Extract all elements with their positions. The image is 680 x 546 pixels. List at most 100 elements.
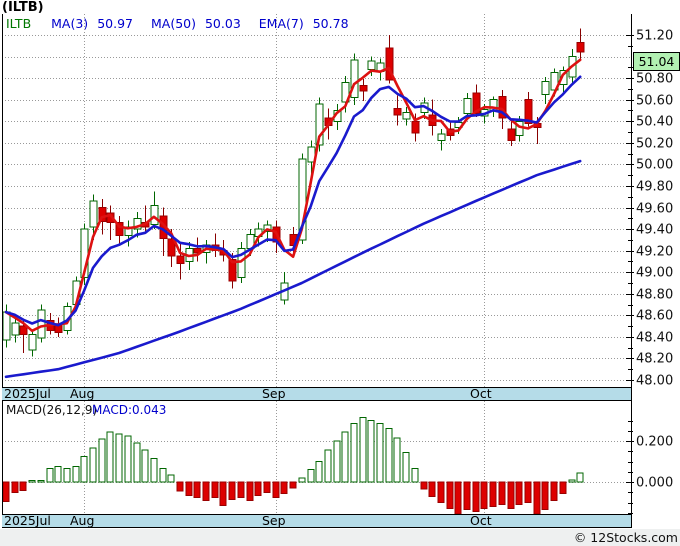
axis-tick-label: 49.00 [636,266,673,281]
macd-bar [254,481,262,496]
axis-tick-label: 50.00 [636,158,673,173]
candle [19,325,28,336]
macd-bar [124,435,132,483]
candle [315,103,324,146]
candle [11,322,20,336]
macd-bar [263,481,271,493]
macd-bar [393,437,401,483]
macd-bar [420,481,428,490]
macd-bar [211,481,219,498]
candle [385,47,394,81]
axis-tick-label: 49.60 [636,202,673,217]
candle [437,133,446,142]
macd-panel-month-axis: 2025Jul Aug Sep Oct [2,514,631,528]
macd-bar [367,420,375,483]
macd-bar [463,481,471,511]
candle [89,200,98,228]
macd-bar [472,481,480,513]
axis-tick-label: 49.40 [636,223,673,238]
macd-bar [237,481,245,498]
macd-bar [428,481,436,497]
candle [37,309,46,339]
macd-bar [559,481,567,494]
macd-bar [2,481,10,502]
macd-bar [376,423,384,483]
macd-bar [385,428,393,483]
macd-bar [159,468,167,483]
macd-bar [359,416,367,483]
macd-bar [533,481,541,515]
candle [167,238,176,257]
macd-bar [480,481,488,510]
macd-bar [115,433,123,483]
month-label: 2025Jul [4,386,51,401]
ma3-label: MA(3) [51,16,89,31]
candle [237,248,246,279]
macd-bar [176,481,184,492]
candle [176,255,185,264]
macd-bar [80,455,88,483]
month-label: Oct [470,386,492,401]
candle [559,70,568,86]
axis-tick-label: 48.20 [636,352,673,367]
macd-bar [98,438,106,483]
candle [28,334,37,351]
macd-bar [550,481,558,501]
macd-bar [489,481,497,508]
macd-bar [498,481,506,506]
candle [541,80,550,95]
macd-bar [193,481,201,498]
macd-bar [167,474,175,483]
macd-bar [89,447,97,483]
macd-bar [228,481,236,500]
macd-bar [350,423,358,483]
axis-tick-label: 0.000 [636,476,673,491]
macd-bar [150,457,158,483]
macd-bar [246,481,254,501]
month-label: Sep [262,386,286,401]
axis-tick-label: 49.80 [636,180,673,195]
macd-bar [202,481,210,501]
axis-tick-label: 50.80 [636,72,673,87]
macd-bar [28,480,36,483]
candle [133,217,142,230]
candle [350,59,359,98]
macd-bar [315,461,323,483]
axis-tick-label: 48.40 [636,331,673,346]
macd-bar [141,449,149,483]
macd-bar [19,481,27,492]
candle [463,98,472,115]
candle [393,107,402,116]
candle [524,99,533,124]
macd-bar [524,481,532,503]
macd-bar [106,431,114,483]
axis-tick-label: 50.40 [636,115,673,130]
macd-bar [272,481,280,498]
footer-strip [0,529,680,546]
candle [150,204,159,226]
candle [298,158,307,241]
macd-bar [541,481,549,511]
macd-bar [63,468,71,483]
macd-bar [333,440,341,483]
macd-bar [515,481,523,506]
axis-tick-label: 48.00 [636,374,673,389]
candle [576,42,585,53]
candle [367,60,376,71]
macd-bar [54,466,62,483]
macd-bar [72,466,80,483]
macd-bar [568,479,576,483]
candle [2,311,11,341]
indicator-legend: ILTB MA(3) 50.97 MA(50) 50.03 EMA(7) 50.78 [6,16,367,31]
axis-tick-label: 48.60 [636,309,673,324]
month-label: 2025Jul [4,513,51,528]
macd-bar [437,481,445,503]
macd-bar [411,468,419,483]
ema7-label: EMA(7) [258,16,304,31]
macd-bar [280,481,288,494]
candle [341,81,350,103]
candle [98,207,107,222]
ma50-value: 50.03 [204,16,241,31]
